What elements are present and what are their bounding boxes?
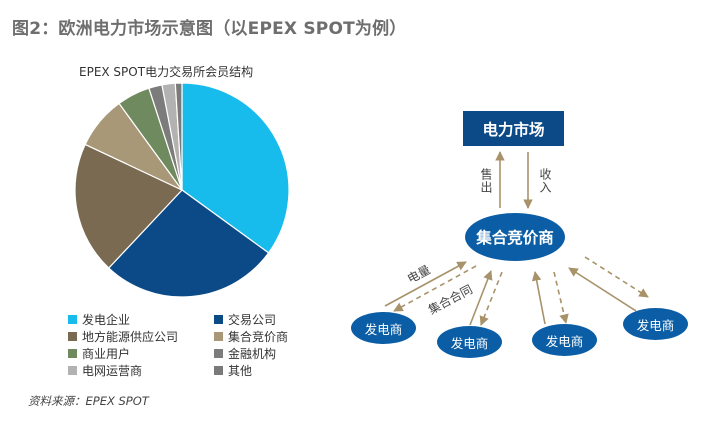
legend-swatch (214, 331, 223, 341)
power-arrow (568, 267, 637, 312)
generator-node: 发电商 (623, 308, 688, 340)
legend-label: 发电企业 (82, 312, 131, 327)
legend-label: 其他 (228, 363, 253, 378)
legend-swatch (68, 348, 77, 358)
figure-title: 图2：欧洲电力市场示意图（以EPEX SPOT为例） (12, 19, 407, 39)
sell-label: 售出 (479, 168, 493, 194)
contract-arrow (553, 271, 569, 324)
pie-chart-title: EPEX SPOT电力交易所会员结构 (79, 65, 254, 79)
power-arrow (469, 270, 493, 326)
contract-arrow (393, 265, 477, 312)
legend-item: 交易公司 (214, 311, 276, 327)
power-arrow (384, 261, 467, 307)
legend-swatch (68, 331, 77, 341)
legend-label: 交易公司 (228, 312, 277, 327)
pie-slice-2 (74, 143, 184, 269)
power-arrow (531, 271, 546, 325)
generator-node: 发电商 (437, 326, 502, 358)
legend-item: 集合竞价商 (214, 328, 288, 344)
legend-label: 集合竞价商 (228, 329, 289, 344)
legend-label: 商业用户 (82, 346, 131, 361)
legend-swatch (214, 314, 223, 324)
legend-label: 金融机构 (228, 346, 277, 361)
legend-swatch (68, 314, 77, 324)
contract-arrow (479, 271, 503, 326)
legend-item: 金融机构 (214, 345, 276, 361)
pie-slice-0 (181, 82, 290, 254)
legend-swatch (68, 365, 77, 375)
legend-label: 地方能源供应公司 (82, 329, 179, 344)
pie-slice-7 (174, 82, 183, 191)
income-label: 收入 (538, 168, 552, 194)
legend-item: 电网运营商 (68, 362, 142, 378)
generator-node: 发电商 (532, 324, 597, 356)
source-note: 资料来源：EPEX SPOT (28, 394, 149, 408)
generator-node: 发电商 (351, 312, 416, 344)
contract-arrow (584, 256, 649, 298)
legend-label: 电网运营商 (82, 363, 143, 378)
legend-item: 商业用户 (68, 345, 130, 361)
legend-item: 地方能源供应公司 (68, 328, 178, 344)
power-market-box: 电力市场 (463, 111, 564, 146)
legend-item: 发电企业 (68, 311, 130, 327)
legend-swatch (214, 365, 223, 375)
pie-slice-1 (107, 189, 270, 298)
legend-item: 其他 (214, 362, 252, 378)
legend-swatch (214, 348, 223, 358)
aggregator-node: 集合竞价商 (465, 213, 565, 261)
